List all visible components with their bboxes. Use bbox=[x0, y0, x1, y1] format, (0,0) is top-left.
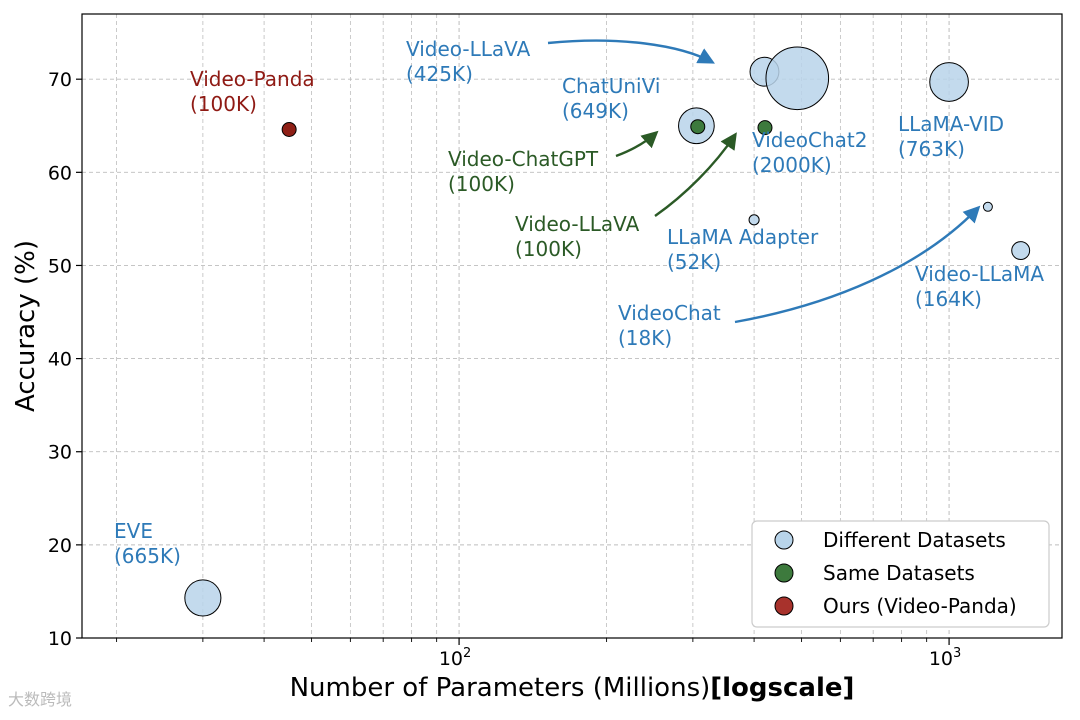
x-tick-label: 102 bbox=[439, 646, 471, 670]
point-different-datasets-0 bbox=[184, 579, 222, 617]
point-same-datasets-1 bbox=[757, 120, 773, 136]
axes: 10 20 30 40 50 60 70 102 103 bbox=[48, 69, 962, 670]
label-video-panda: Video-Panda (100K) bbox=[190, 67, 315, 116]
point-different-datasets-7 bbox=[982, 201, 993, 212]
x-tick-label: 103 bbox=[929, 646, 961, 670]
label-llama-vid: LLaMA-VID (763K) bbox=[898, 112, 1004, 161]
y-tick-label: 20 bbox=[48, 535, 72, 557]
y-tick-label: 60 bbox=[48, 162, 72, 184]
legend: Different Datasets Same Datasets Ours (V… bbox=[751, 520, 1050, 628]
legend-marker-same bbox=[774, 563, 794, 583]
y-tick-label: 10 bbox=[48, 628, 72, 650]
legend-label-ours: Ours (Video-Panda) bbox=[823, 594, 1017, 618]
legend-label-same: Same Datasets bbox=[823, 561, 975, 585]
arrow-video-llava-425k bbox=[547, 39, 715, 64]
point-ours-video-panda--0 bbox=[281, 121, 297, 137]
x-axis-title: Number of Parameters (Millions)[logscale… bbox=[290, 673, 855, 703]
legend-label-different: Different Datasets bbox=[823, 528, 1006, 552]
label-eve: EVE (665K) bbox=[114, 519, 181, 568]
label-videochat: VideoChat (18K) bbox=[618, 301, 721, 350]
annotation-arrows bbox=[547, 39, 981, 324]
y-axis-title: Accuracy (%) bbox=[11, 240, 41, 412]
label-video-llava-425k: Video-LLaVA (425K) bbox=[406, 37, 531, 86]
point-different-datasets-4 bbox=[929, 62, 969, 102]
legend-marker-ours bbox=[774, 596, 794, 616]
point-different-datasets-2 bbox=[765, 46, 830, 111]
arrow-video-chatgpt bbox=[615, 130, 659, 158]
label-chatunivi: ChatUniVi (649K) bbox=[562, 74, 660, 123]
label-videochat2: VideoChat2 (2000K) bbox=[752, 128, 868, 177]
plot-frame bbox=[81, 13, 1063, 639]
y-tick-label: 50 bbox=[48, 255, 72, 277]
watermark: 大数跨境 bbox=[8, 690, 73, 709]
legend-marker-different bbox=[774, 530, 794, 550]
label-video-chatgpt: Video-ChatGPT (100K) bbox=[448, 147, 599, 196]
point-different-datasets-5 bbox=[748, 214, 760, 226]
y-tick-label: 40 bbox=[48, 349, 72, 371]
point-labels: EVE (665K) Video-Panda (100K) Video-LLaVA(… bbox=[114, 37, 1044, 568]
arrow-video-llava-100k bbox=[654, 132, 737, 217]
label-video-llava-100k: Video-LLaVA (100K) bbox=[515, 212, 640, 261]
point-same-datasets-0 bbox=[690, 119, 706, 135]
label-video-llama: Video-LLaMA (164K) bbox=[915, 262, 1044, 311]
scatter-points bbox=[184, 46, 1031, 617]
y-tick-label: 30 bbox=[48, 442, 72, 464]
label-llama-adapter: LLaMA Adapter (52K) bbox=[667, 225, 819, 274]
y-tick-label: 70 bbox=[48, 69, 72, 91]
arrow-videochat bbox=[734, 205, 981, 324]
legend-box bbox=[751, 520, 1050, 628]
point-different-datasets-6 bbox=[1011, 241, 1031, 261]
